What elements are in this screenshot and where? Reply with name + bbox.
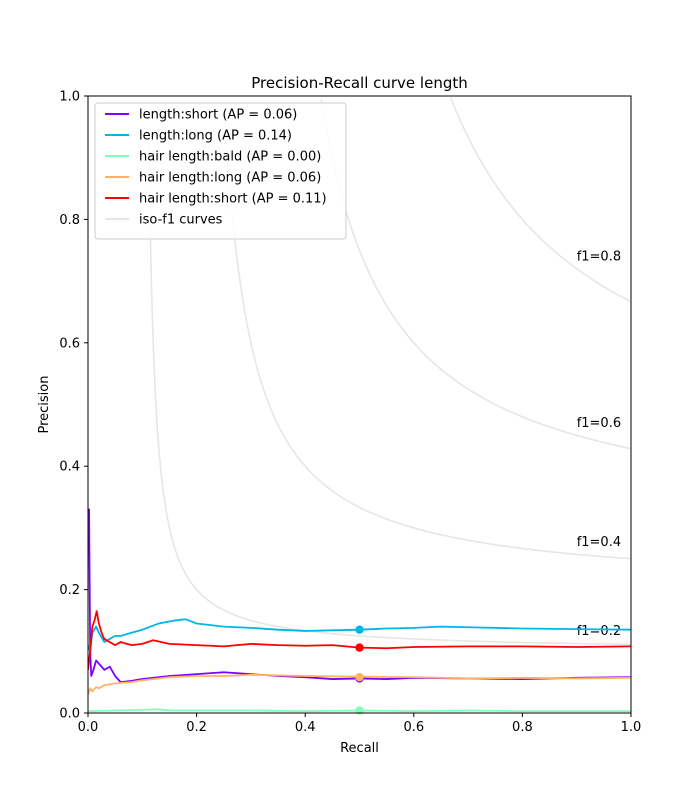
iso-f1-label: f1=0.6	[577, 416, 621, 431]
y-tick-label: 0.0	[59, 707, 80, 722]
legend-entry: length:long (AP = 0.14)	[139, 129, 292, 144]
legend-entry: hair length:short (AP = 0.11)	[139, 192, 327, 207]
y-tick-label: 0.6	[59, 336, 80, 351]
x-tick-label: 0.2	[186, 720, 207, 735]
legend-entry: hair length:long (AP = 0.06)	[139, 171, 321, 186]
legend-box	[94, 102, 347, 240]
series-layer	[88, 508, 631, 713]
iso-f1-curve	[223, 105, 631, 560]
x-tick-label: 0.4	[295, 720, 316, 735]
x-axis-label: Recall	[340, 741, 379, 756]
x-tick-label: 0.8	[512, 720, 533, 735]
y-tick-label: 0.2	[59, 583, 80, 598]
y-tick-label: 0.4	[59, 460, 80, 475]
legend-entry: length:short (AP = 0.06)	[139, 108, 297, 123]
series-line	[88, 708, 631, 713]
threshold-marker	[355, 625, 364, 634]
series-line	[88, 673, 631, 695]
legend: length:short (AP = 0.06) length:long (AP …	[94, 102, 347, 240]
x-tick-label: 0.6	[403, 720, 424, 735]
iso-f1-curve	[449, 97, 631, 303]
series-line	[88, 618, 631, 653]
y-tick-label: 0.8	[59, 213, 80, 228]
x-axis-ticks: 0.0 0.2 0.4 0.6 0.8 1.0	[78, 713, 642, 735]
series-line	[88, 610, 631, 670]
marker-layer	[355, 625, 364, 715]
plot-frame	[87, 95, 632, 714]
y-axis-ticks: 0.0 0.2 0.4 0.6 0.8 1.0	[59, 90, 88, 722]
threshold-marker	[355, 673, 364, 682]
iso-f1-curve	[320, 99, 631, 450]
iso-f1-layer	[148, 97, 631, 646]
legend-entry: iso-f1 curves	[139, 213, 223, 228]
iso-f1-label: f1=0.4	[577, 535, 621, 550]
iso-f1-label: f1=0.8	[577, 249, 621, 264]
x-tick-label: 1.0	[621, 720, 642, 735]
iso-f1-curve	[148, 141, 631, 646]
legend-entry: hair length:bald (AP = 0.00)	[139, 150, 321, 165]
iso-f1-label: f1=0.2	[577, 624, 621, 639]
iso-f1-label-layer: f1=0.2 f1=0.4 f1=0.6 f1=0.8	[577, 249, 621, 639]
threshold-marker	[355, 643, 364, 652]
y-tick-label: 1.0	[59, 90, 80, 105]
chart-title: Precision-Recall curve length	[251, 74, 467, 92]
y-axis-label: Precision	[37, 375, 52, 433]
x-tick-label: 0.0	[78, 720, 99, 735]
series-line	[88, 508, 631, 684]
